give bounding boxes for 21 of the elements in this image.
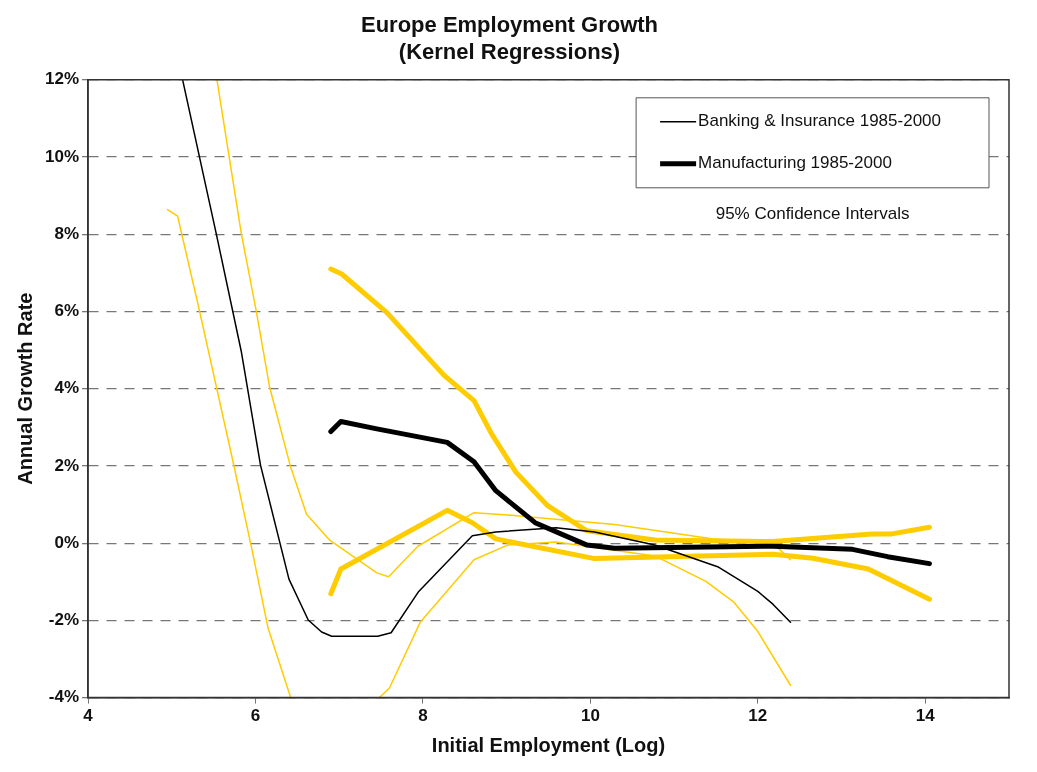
- y-axis-title: Annual Growth Rate: [13, 292, 36, 485]
- annotation: 95% Confidence Intervals: [715, 204, 910, 224]
- x-axis-title: Initial Employment (Log): [431, 733, 666, 756]
- y-tick-label: 8%: [54, 223, 80, 243]
- legend-label: Banking & Insurance 1985-2000: [698, 111, 942, 131]
- y-tick-label: 0%: [54, 532, 80, 552]
- x-tick-label: 4: [83, 706, 94, 726]
- y-tick-label: 12%: [44, 69, 80, 89]
- x-tick-label: 8: [418, 706, 428, 726]
- y-tick-label: 2%: [54, 455, 80, 475]
- y-tick-label: -4%: [48, 687, 80, 707]
- x-tick-label: 12: [748, 706, 768, 726]
- chart-title: Europe Employment Growth (Kernel Regressions): [360, 12, 659, 64]
- x-tick-label: 14: [915, 706, 936, 726]
- y-tick-label: -2%: [48, 610, 80, 630]
- y-tick-label: 6%: [54, 301, 80, 321]
- x-tick-label: 6: [250, 706, 261, 726]
- legend-label: Manufacturing 1985-2000: [698, 153, 892, 173]
- y-tick-label: 4%: [54, 378, 80, 398]
- y-tick-label: 10%: [44, 146, 80, 166]
- x-tick-label: 10: [580, 706, 600, 726]
